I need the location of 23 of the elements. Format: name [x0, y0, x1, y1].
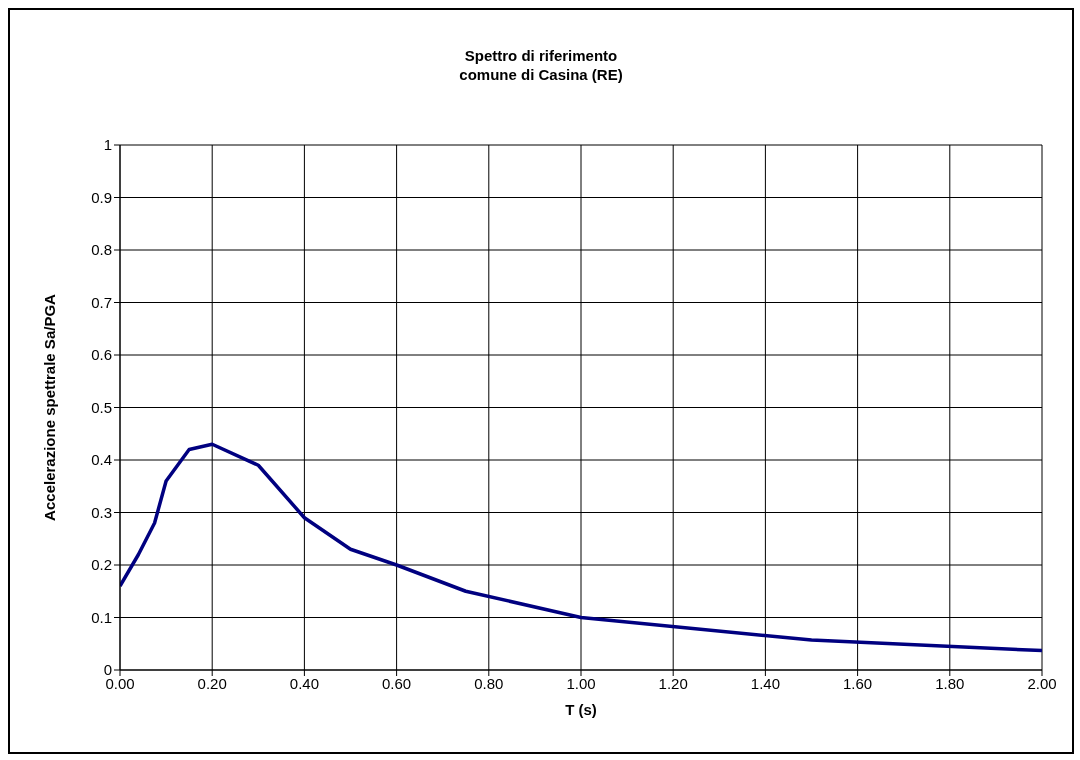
x-tick-label: 0.80: [474, 674, 504, 692]
x-tick-label: 1.80: [935, 674, 965, 692]
x-tick-label: 0.20: [197, 674, 227, 692]
y-tick-label: 0.1: [91, 608, 112, 626]
x-tick-label: 1.00: [566, 674, 596, 692]
y-tick-label: 0.8: [91, 241, 112, 259]
y-tick-label: 0.3: [91, 503, 112, 521]
x-tick-label: 1.60: [843, 674, 873, 692]
x-tick-label: 0.40: [289, 674, 319, 692]
y-tick-label: 0.5: [91, 398, 112, 416]
y-tick-label: 0.9: [91, 188, 112, 206]
x-tick-label: 1.20: [658, 674, 688, 692]
x-axis-title: T (s): [565, 701, 597, 718]
x-tick-label: 1.40: [750, 674, 780, 692]
y-tick-label: 0.4: [91, 451, 112, 469]
y-tick-label: 0.2: [91, 556, 112, 574]
x-tick-label: 0.60: [382, 674, 412, 692]
y-tick-label: 1: [103, 136, 112, 154]
y-tick-label: 0.7: [91, 293, 112, 311]
chart-title: Spettro di riferimento comune di Casina (RE): [458, 46, 624, 84]
y-axis-title: Accelerazione spettrale Sa/PGA: [41, 293, 59, 521]
y-tick-label: 0.6: [91, 346, 112, 364]
x-tick-label: 2.00: [1027, 674, 1057, 692]
